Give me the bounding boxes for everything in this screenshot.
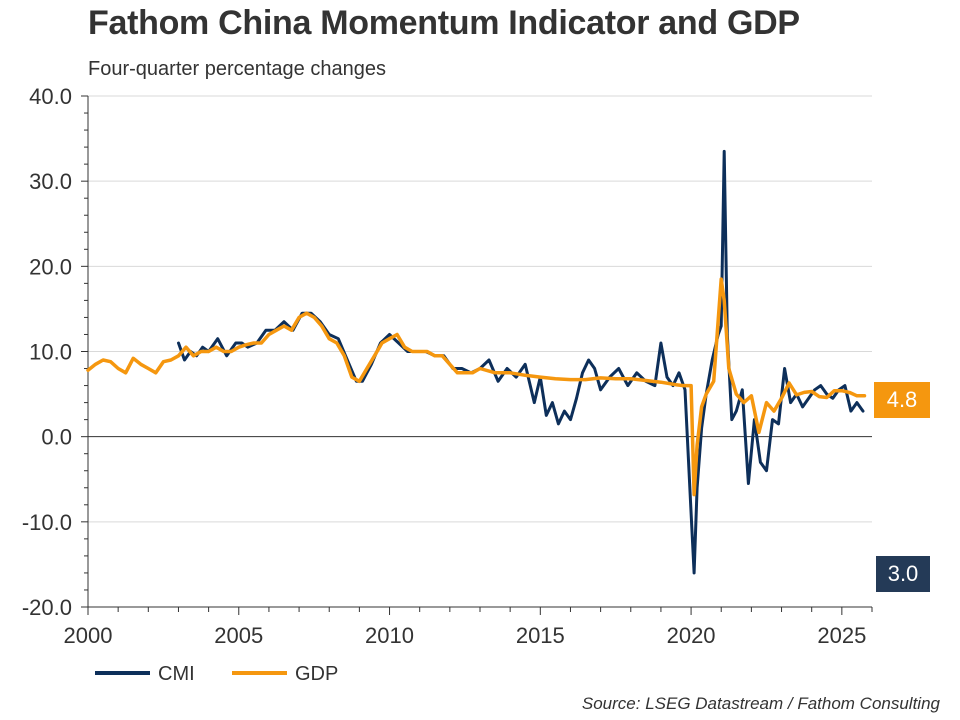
y-tick-label: 30.0 — [29, 169, 72, 194]
x-tick-label: 2020 — [667, 623, 716, 648]
x-tick-label: 2025 — [817, 623, 866, 648]
chart-title: Fathom China Momentum Indicator and GDP — [88, 4, 800, 42]
series-line-cmi — [177, 149, 865, 575]
series-lines — [86, 149, 867, 575]
y-tick-label: -10.0 — [22, 510, 72, 535]
series-line-gdp — [86, 277, 867, 497]
source-note: Source: LSEG Datastream / Fathom Consult… — [581, 694, 940, 713]
gridlines — [88, 95, 872, 523]
y-tick-label: 40.0 — [29, 84, 72, 109]
y-tick-label: 20.0 — [29, 254, 72, 279]
legend: CMI GDP — [95, 663, 338, 685]
x-tick-label: 2000 — [64, 623, 113, 648]
x-tick-label: 2015 — [516, 623, 565, 648]
axes — [81, 95, 873, 615]
cmi-latest-badge: 3.0 — [876, 556, 930, 592]
legend-cmi-label: CMI — [158, 663, 195, 685]
x-tick-label: 2005 — [214, 623, 263, 648]
x-tick-label: 2010 — [365, 623, 414, 648]
legend-gdp-label: GDP — [295, 663, 338, 685]
y-tick-label: -20.0 — [22, 595, 72, 620]
chart-subtitle: Four-quarter percentage changes — [88, 58, 386, 80]
y-tick-label: 10.0 — [29, 340, 72, 365]
y-tick-label: 0.0 — [41, 425, 72, 450]
y-tick-labels: 40.0 30.0 20.0 10.0 0.0 -10.0 -20.0 — [22, 84, 72, 620]
x-tick-labels: 2000 2005 2010 2015 2020 2025 — [64, 623, 867, 648]
gdp-latest-badge: 4.8 — [874, 382, 930, 418]
